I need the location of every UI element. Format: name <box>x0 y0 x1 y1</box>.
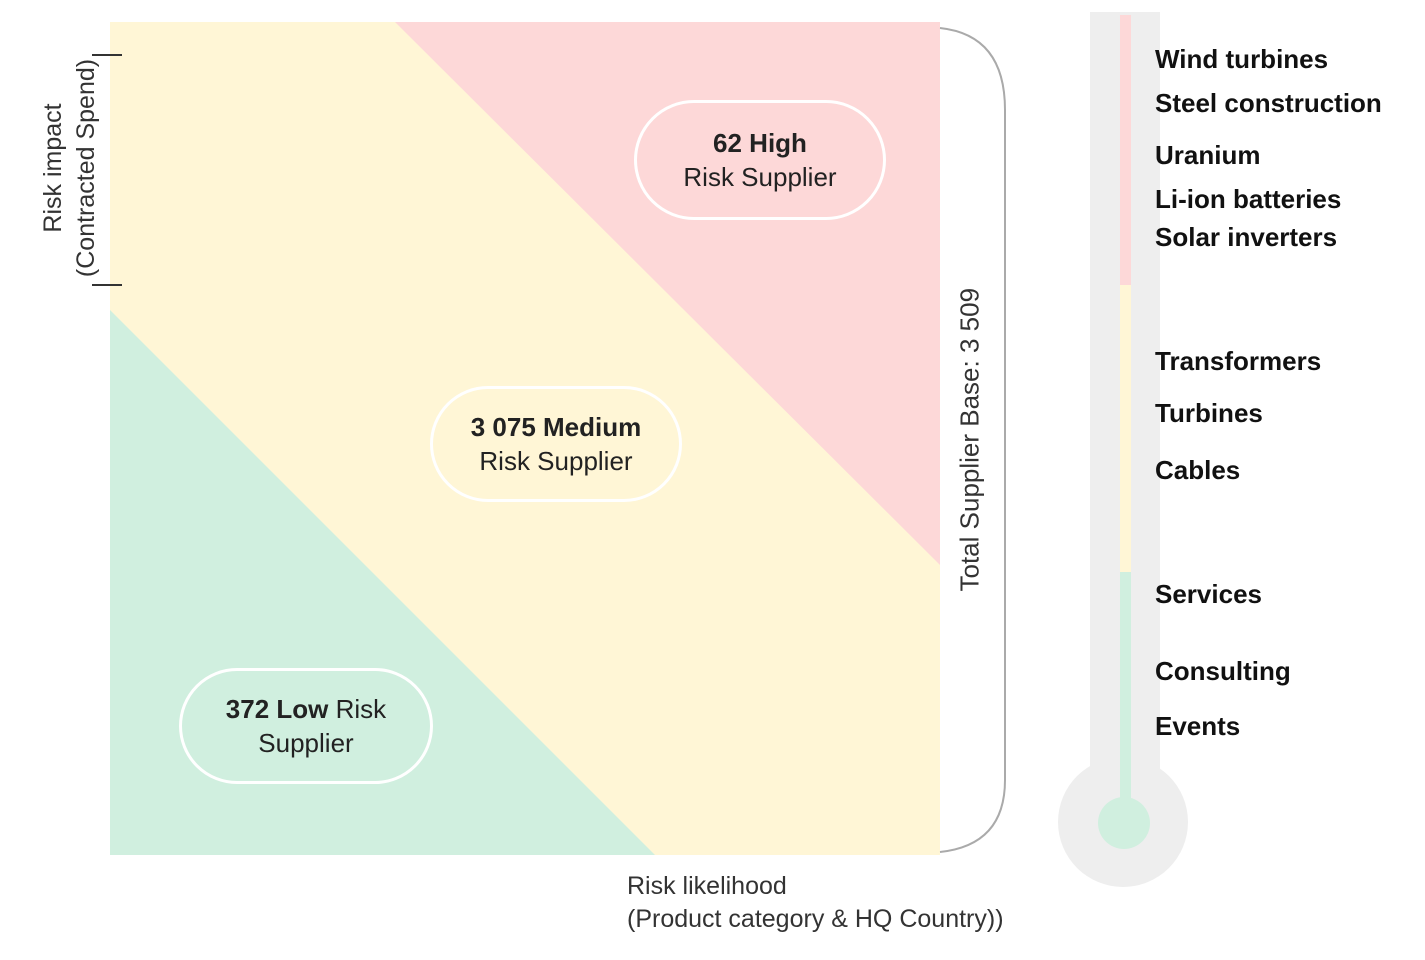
high-pill: 62 High Risk Supplier <box>634 100 886 220</box>
y-axis-label-line: (Contracted Spend) <box>72 58 100 278</box>
bracket <box>939 27 1006 853</box>
category-item: Turbines <box>1155 398 1263 428</box>
description: Risk Supplier <box>683 162 837 192</box>
count-label: 3 075 Medium <box>470 412 642 442</box>
category-item: Events <box>1155 711 1241 741</box>
category-item: Services <box>1155 579 1262 609</box>
category-item: Li-ion batteries <box>1155 184 1342 214</box>
description: Risk Supplier <box>479 446 633 476</box>
low-pill: 372 Low Risk Supplier <box>179 668 433 784</box>
medium-pill: 3 075 Medium Risk Supplier <box>430 386 682 502</box>
category-item: Steel construction <box>1155 88 1382 118</box>
description: Risk Supplier <box>258 694 387 758</box>
count-label: 372 Low <box>225 694 329 724</box>
category-item: Transformers <box>1155 346 1322 376</box>
x-axis-label: Risk likelihood (Product category & HQ C… <box>627 870 1004 936</box>
high-zone <box>395 22 940 565</box>
y-axis-label-line: Risk impact <box>39 103 67 233</box>
category-item: Uranium <box>1155 140 1261 170</box>
thermometer-low <box>1120 572 1131 802</box>
low-zone <box>110 310 655 855</box>
category-item: Solar inverters <box>1155 222 1338 252</box>
category-item: Consulting <box>1155 656 1291 686</box>
count-label: 62 High <box>713 128 807 158</box>
y-axis-label: Risk impact (Contracted Spend) <box>37 18 103 318</box>
thermometer-medium <box>1120 285 1131 572</box>
thermometer-bulb-fill <box>1098 797 1150 849</box>
x-axis-label-line: (Product category & HQ Country)) <box>627 905 1004 933</box>
total-label: Total Supplier Base: 3 509 <box>954 287 985 592</box>
category-item: Cables <box>1155 455 1241 485</box>
x-axis-label-line: Risk likelihood <box>627 872 787 900</box>
thermometer-high <box>1120 15 1131 285</box>
category-item: Wind turbines <box>1155 44 1329 74</box>
